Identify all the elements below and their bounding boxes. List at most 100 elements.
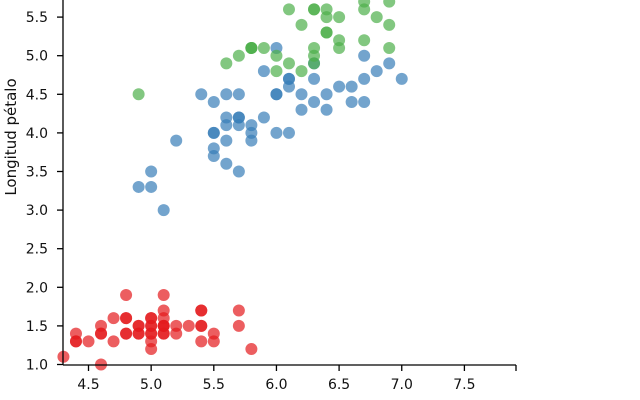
data-point <box>220 119 233 132</box>
data-point <box>270 65 283 78</box>
data-point <box>182 319 195 332</box>
y-tick-label: 3.5 <box>26 165 48 181</box>
data-point <box>383 18 396 31</box>
data-point <box>333 34 346 47</box>
data-point <box>295 18 308 31</box>
data-point <box>282 57 295 70</box>
data-point <box>383 0 396 8</box>
data-point <box>132 88 145 101</box>
data-point <box>207 150 220 163</box>
data-point <box>170 327 183 340</box>
data-point <box>132 327 145 340</box>
data-point <box>245 343 258 356</box>
data-point <box>270 126 283 139</box>
y-tick-label: 5.0 <box>26 49 48 65</box>
data-point <box>295 65 308 78</box>
data-point <box>320 88 333 101</box>
data-point <box>220 157 233 170</box>
data-point <box>308 72 321 85</box>
data-point <box>232 319 245 332</box>
x-tick-label: 7.0 <box>391 377 413 393</box>
data-point <box>282 80 295 93</box>
data-point <box>120 289 133 302</box>
data-point <box>370 11 383 24</box>
x-axis-ticks: 4.5 5.0 5.5 6.0 6.5 7.0 7.5 <box>77 365 517 393</box>
data-point <box>320 3 333 16</box>
points-layer <box>57 0 408 371</box>
data-point <box>358 3 371 16</box>
y-tick-label: 5.5 <box>26 10 48 26</box>
data-point <box>358 49 371 62</box>
data-point <box>308 49 321 62</box>
data-point <box>157 319 170 332</box>
data-point <box>120 327 133 340</box>
data-point <box>232 49 245 62</box>
y-tick-label: 3.0 <box>26 203 48 219</box>
data-point <box>145 165 158 178</box>
data-point <box>95 327 108 340</box>
data-point <box>157 289 170 302</box>
x-tick-label: 6.5 <box>328 377 350 393</box>
y-tick-label: 4.5 <box>26 87 48 103</box>
y-tick-label: 2.5 <box>26 242 48 258</box>
data-point <box>395 72 408 85</box>
data-point <box>232 304 245 317</box>
data-point <box>270 49 283 62</box>
data-point <box>145 319 158 332</box>
x-tick-label: 6.0 <box>265 377 287 393</box>
x-tick-label: 7.5 <box>453 377 475 393</box>
data-point <box>245 41 258 54</box>
data-point <box>207 96 220 109</box>
data-point <box>358 72 371 85</box>
data-point <box>282 3 295 16</box>
data-point <box>195 304 208 317</box>
data-point <box>195 335 208 348</box>
data-point <box>345 96 358 109</box>
y-tick-label: 2.0 <box>26 280 48 296</box>
data-point <box>358 96 371 109</box>
x-tick-label: 4.5 <box>77 377 99 393</box>
data-point <box>107 335 120 348</box>
data-point <box>157 204 170 217</box>
data-point <box>370 65 383 78</box>
data-point <box>295 103 308 116</box>
y-axis-ticks: 1.0 1.5 2.0 2.5 3.0 3.5 4.0 4.5 5.0 5.5 <box>26 10 63 374</box>
data-point <box>358 34 371 47</box>
data-point <box>232 165 245 178</box>
data-point <box>69 335 82 348</box>
data-point <box>220 134 233 147</box>
data-point <box>145 180 158 193</box>
data-point <box>245 134 258 147</box>
data-point <box>120 312 133 325</box>
data-point <box>320 26 333 39</box>
data-point <box>333 80 346 93</box>
y-axis-title: Longitud pétalo <box>2 78 20 195</box>
y-tick-label: 1.0 <box>26 358 48 374</box>
data-point <box>195 319 208 332</box>
data-point <box>82 335 95 348</box>
data-point <box>257 41 270 54</box>
data-point <box>232 111 245 124</box>
x-tick-label: 5.5 <box>203 377 225 393</box>
data-point <box>345 80 358 93</box>
data-point <box>295 88 308 101</box>
y-tick-label: 1.5 <box>26 319 48 335</box>
data-point <box>195 88 208 101</box>
data-point <box>270 88 283 101</box>
data-point <box>282 126 295 139</box>
data-point <box>207 335 220 348</box>
data-point <box>308 3 321 16</box>
x-tick-label: 5.0 <box>140 377 162 393</box>
data-point <box>383 41 396 54</box>
data-point <box>170 134 183 147</box>
data-point <box>220 57 233 70</box>
data-point <box>107 312 120 325</box>
data-point <box>232 88 245 101</box>
data-point <box>257 65 270 78</box>
data-point <box>320 103 333 116</box>
y-tick-label: 4.0 <box>26 126 48 142</box>
data-point <box>308 96 321 109</box>
data-point <box>220 88 233 101</box>
data-point <box>333 11 346 24</box>
